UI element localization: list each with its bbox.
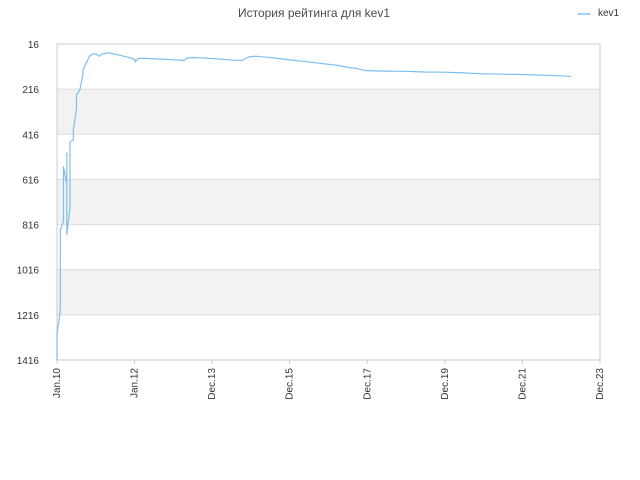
data-point [173, 59, 175, 61]
data-point [69, 154, 71, 157]
data-point [560, 75, 562, 77]
data-point [462, 72, 464, 74]
chart-title: История рейтинга для kev1 [238, 6, 390, 20]
data-point [254, 55, 256, 57]
data-point [72, 139, 74, 141]
data-point [66, 152, 68, 154]
series-layer [56, 52, 572, 361]
data-point [108, 52, 110, 54]
data-point [88, 55, 91, 57]
y-tick-label: 1416 [17, 356, 40, 367]
x-tick-label: Dec.13 [207, 368, 218, 400]
data-point [355, 67, 357, 69]
y-tick-label: 1016 [17, 266, 40, 277]
data-point [137, 57, 139, 60]
data-point [62, 166, 65, 168]
data-point [62, 220, 65, 222]
data-point [62, 197, 65, 199]
x-tick-label: Dec.23 [595, 368, 606, 400]
data-point [193, 56, 195, 59]
data-point [72, 130, 74, 132]
data-point [521, 73, 523, 76]
data-point [75, 94, 78, 96]
data-point [540, 74, 543, 76]
data-point [82, 69, 84, 71]
x-tick-label: Dec.19 [440, 368, 451, 400]
grid-band [57, 89, 600, 135]
data-point [66, 175, 68, 177]
data-point [101, 53, 104, 55]
y-tick-label: 216 [22, 85, 39, 96]
series-line-kev1 [56, 52, 571, 360]
plot-frame [56, 43, 601, 361]
data-point [345, 66, 347, 68]
data-point [98, 55, 100, 57]
data-point [306, 61, 308, 63]
grid-lines [57, 43, 600, 361]
y-axis-ticks: 16 216 416 616 816 1016 1216 1416 [17, 40, 40, 367]
data-point [183, 59, 185, 62]
x-tick-label: Jan.10 [52, 368, 63, 398]
y-tick-label: 616 [22, 175, 39, 186]
data-point [384, 70, 386, 72]
y-tick-label: 816 [22, 221, 39, 232]
data-point [501, 73, 504, 75]
data-point [287, 59, 289, 61]
axes [56, 43, 601, 361]
data-point [59, 256, 61, 258]
y-tick-label: 1216 [17, 311, 40, 322]
data-point [404, 70, 406, 72]
data-point [69, 141, 71, 143]
data-point [326, 63, 328, 65]
data-point [92, 53, 94, 55]
data-point [127, 56, 130, 58]
x-tick-label: Dec.21 [517, 368, 528, 400]
data-point [59, 310, 61, 312]
data-point [134, 59, 136, 61]
data-point [59, 279, 61, 281]
data-point [118, 54, 120, 56]
data-point [160, 58, 162, 60]
data-point [66, 184, 68, 186]
data-point [95, 53, 97, 55]
data-point [482, 73, 484, 75]
data-point [79, 89, 81, 91]
data-point [59, 229, 61, 231]
legend: kev1 [578, 8, 620, 19]
data-point [82, 73, 84, 75]
data-point [267, 56, 269, 58]
data-point [69, 206, 71, 208]
plot-bands [57, 89, 600, 315]
x-tick-label: Jan.12 [130, 368, 141, 398]
data-point [443, 71, 445, 73]
data-point [570, 75, 572, 77]
data-point [186, 57, 188, 59]
y-tick-label: 416 [22, 130, 39, 141]
data-point [66, 233, 68, 236]
grid-band [57, 269, 600, 315]
data-point [85, 62, 87, 64]
data-point [206, 57, 208, 59]
data-point [365, 70, 367, 72]
x-tick-label: Dec.17 [362, 368, 373, 400]
data-point [336, 64, 338, 66]
grid-band [57, 179, 600, 225]
data-point [241, 59, 243, 61]
data-point [423, 71, 425, 73]
data-point [219, 58, 221, 60]
data-point [134, 61, 136, 63]
data-point [144, 57, 146, 60]
legend-label: kev1 [598, 8, 620, 19]
data-point [75, 107, 78, 109]
data-point [248, 56, 250, 58]
data-point [56, 333, 58, 335]
y-tick-label: 16 [28, 40, 40, 51]
data-point [235, 59, 237, 61]
x-tick-label: Dec.15 [285, 368, 296, 400]
x-axis-ticks: Jan.10 Jan.12 Dec.13 Dec.15 Dec.17 Dec.19 Dec.… [52, 360, 606, 400]
